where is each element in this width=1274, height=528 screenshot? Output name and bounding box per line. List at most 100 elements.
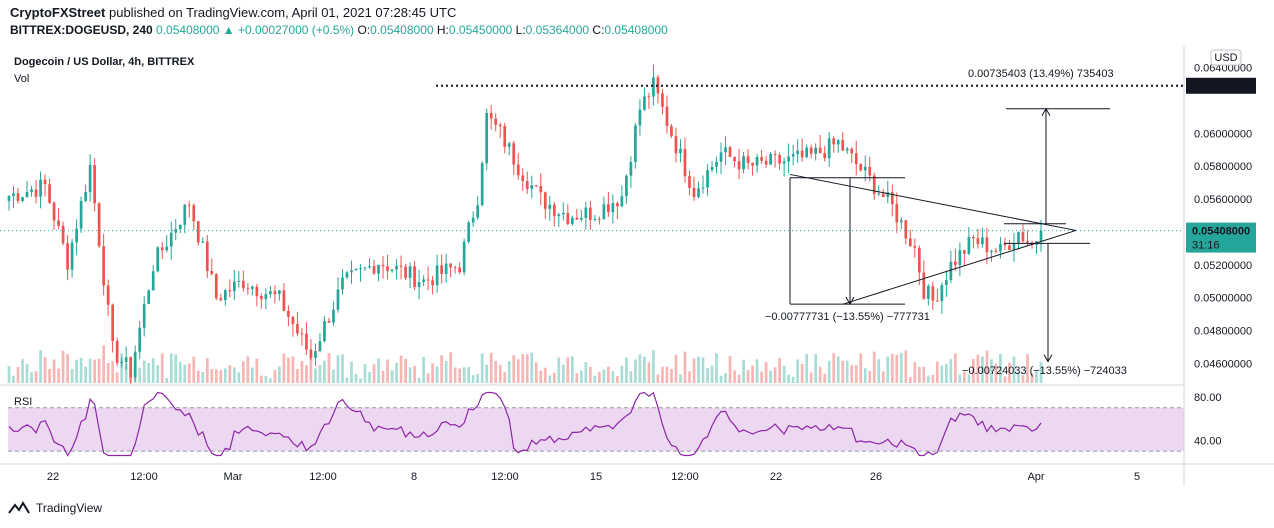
volume-bar xyxy=(872,351,876,383)
volume-bar xyxy=(1030,373,1034,383)
volume-bar xyxy=(237,372,241,383)
candle-body xyxy=(278,290,281,295)
currency-badge[interactable]: USD xyxy=(1210,49,1242,66)
close-value: 0.05408000 xyxy=(604,23,668,37)
volume-bar xyxy=(485,364,489,383)
volume-bar xyxy=(435,366,439,383)
volume-bar xyxy=(972,359,975,383)
candle-body xyxy=(435,265,439,286)
candle-body xyxy=(688,176,691,188)
candle-body xyxy=(61,225,65,244)
volume-bar xyxy=(201,372,205,383)
price-tick-label: 0.04800000 xyxy=(1194,325,1252,337)
change-icon: ▲ xyxy=(222,23,235,37)
publisher-name[interactable]: CryptoFXStreet xyxy=(10,5,106,20)
candle-body xyxy=(890,192,894,205)
time-tick-label: 12:00 xyxy=(309,471,337,483)
volume-bar xyxy=(710,365,714,383)
volume-bar xyxy=(336,355,340,383)
volume-bar xyxy=(417,377,421,383)
volume-bar xyxy=(390,370,394,383)
volume-bar xyxy=(368,372,371,383)
candle-body xyxy=(670,126,673,137)
volume-bar xyxy=(165,378,169,383)
low-value: 0.05364000 xyxy=(525,23,590,37)
candle-body xyxy=(39,179,42,197)
volume-bar xyxy=(945,363,948,383)
volume-bar xyxy=(70,368,74,383)
candle-body xyxy=(557,214,561,217)
candle-body xyxy=(395,265,398,270)
volume-bar xyxy=(147,363,151,383)
candle-body xyxy=(931,286,935,301)
candle-body xyxy=(575,217,579,220)
candle-body xyxy=(377,264,380,274)
volume-bar xyxy=(557,357,561,383)
volume-bar xyxy=(1017,372,1020,383)
candle-body xyxy=(368,266,371,268)
time-tick-label: 8 xyxy=(411,471,417,483)
candle-body xyxy=(958,250,962,266)
volume-bar xyxy=(79,357,83,383)
candle-body xyxy=(449,263,452,268)
tradingview-logo[interactable]: TradingView xyxy=(8,501,102,515)
volume-bar xyxy=(949,359,953,383)
volume-bar xyxy=(174,354,178,383)
volume-bar xyxy=(665,366,669,383)
rsi-label: RSI xyxy=(14,396,32,408)
volume-bar xyxy=(264,376,268,383)
volume-bar xyxy=(93,359,96,383)
candle-body xyxy=(147,290,151,305)
candle-body xyxy=(408,266,412,278)
candle-body xyxy=(949,261,953,281)
volume-bar xyxy=(588,366,592,383)
volume-bar xyxy=(697,356,700,383)
volume-bar xyxy=(656,374,660,383)
candle-body xyxy=(773,153,777,155)
volume-bar xyxy=(516,359,520,383)
candle-body xyxy=(390,269,394,272)
candle-body xyxy=(634,125,637,162)
volume-bar xyxy=(805,353,809,383)
volume-bar xyxy=(985,350,989,383)
volume-bar xyxy=(755,359,759,383)
candle-body xyxy=(138,327,142,352)
volume-bar xyxy=(764,361,768,383)
volume-bar xyxy=(904,350,908,383)
volume-bar xyxy=(431,363,434,383)
candle-body xyxy=(764,160,768,165)
volume-bar xyxy=(999,354,1002,383)
volume-bar xyxy=(931,374,935,383)
candle-body xyxy=(981,237,984,245)
volume-bar xyxy=(566,357,570,383)
candle-body xyxy=(363,267,367,269)
candle-body xyxy=(174,229,178,233)
candle-body xyxy=(530,185,534,189)
candle-body xyxy=(751,163,754,166)
candle-body xyxy=(480,163,484,206)
candle-body xyxy=(746,156,750,164)
chart-canvas[interactable]: 22 12:00 Mar 12:00 8 12:00 15 12:00 22 26 Apr 5 0.06… xyxy=(0,46,1274,500)
volume-bar xyxy=(525,354,529,383)
candle-body xyxy=(471,217,475,223)
volume-bar xyxy=(386,359,389,383)
candle-body xyxy=(345,272,349,278)
candle-body xyxy=(413,266,416,287)
candle-body xyxy=(516,164,520,176)
volume-bar xyxy=(359,378,362,383)
candle-body xyxy=(75,228,78,243)
volume-bar xyxy=(480,353,484,383)
volume-bar xyxy=(354,373,358,383)
volume-bar xyxy=(841,360,845,383)
volume-bar xyxy=(444,361,448,383)
candle-body xyxy=(417,281,421,287)
candle-body xyxy=(584,207,588,218)
high-value: 0.05450000 xyxy=(448,23,513,37)
low-label: L: xyxy=(515,23,526,37)
volume-bar xyxy=(647,362,651,383)
volume-bar xyxy=(395,362,398,383)
volume-bar xyxy=(890,353,894,383)
volume-bar xyxy=(102,345,105,383)
volume-bar xyxy=(309,356,313,383)
candle-body xyxy=(945,280,948,286)
